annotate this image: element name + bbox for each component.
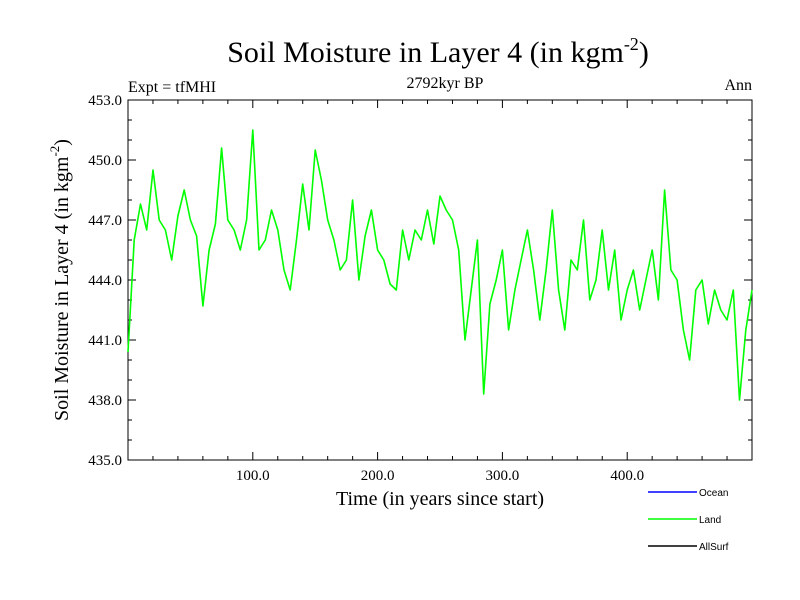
legend: Ocean Land AllSurf — [648, 488, 729, 553]
legend-label-land: Land — [699, 515, 721, 526]
y-axis-label: Soil Moisture in Layer 4 (in kgm-2) — [47, 139, 73, 421]
experiment-label: Expt = tfMHI — [128, 79, 216, 96]
y-tick-label: 444.0 — [88, 273, 122, 289]
y-tick-label: 447.0 — [88, 213, 122, 229]
chart-title: Soil Moisture in Layer 4 (in kgm-2) — [227, 34, 649, 69]
x-tick-label: 400.0 — [610, 468, 644, 484]
x-tick-label: 200.0 — [361, 468, 395, 484]
legend-label-allsurf: AllSurf — [699, 542, 729, 553]
y-tick-label: 438.0 — [88, 393, 122, 409]
y-tick-label: 441.0 — [88, 333, 122, 349]
y-tick-label: 450.0 — [88, 153, 122, 169]
y-tick-label: 435.0 — [88, 453, 122, 469]
series-layer — [127, 129, 753, 401]
chart-subtitle: 2792kyr BP — [407, 75, 484, 92]
season-label: Ann — [724, 77, 752, 94]
y-axis: 435.0 438.0 441.0 444.0 447.0 450.0 453.0 — [88, 93, 752, 469]
x-tick-label: 100.0 — [236, 468, 270, 484]
series-line-land — [127, 129, 753, 401]
x-axis-label: Time (in years since start) — [336, 488, 544, 510]
legend-label-ocean: Ocean — [699, 488, 728, 499]
x-tick-label: 300.0 — [486, 468, 520, 484]
y-tick-label: 453.0 — [88, 93, 122, 109]
x-axis: 100.0 200.0 300.0 400.0 — [152, 100, 728, 484]
